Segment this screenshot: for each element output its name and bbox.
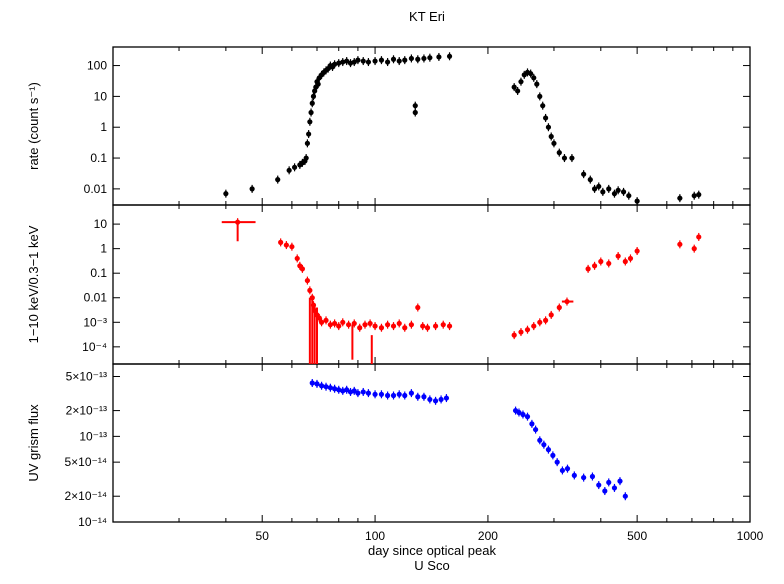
y-tick-label: 2×10⁻¹⁴ — [64, 489, 107, 503]
tick-layer: 50 100 200 500 1000 — [112, 47, 764, 543]
y-tick-label: 10⁻³ — [83, 315, 107, 329]
y-axis-label-hardness: 1−10 keV/0.3−1 keV — [26, 225, 41, 343]
hardness-panel: 10⁻⁴ 10⁻³ 0.01 0.1 1 10 1−10 keV/0.3−1 keV — [26, 217, 750, 364]
x-axis-label: day since optical peak — [368, 543, 496, 558]
x-tick-label: 50 — [256, 529, 270, 543]
y-tick-label: 10⁻¹⁴ — [78, 515, 107, 529]
uv-panel: 10⁻¹⁴ 2×10⁻¹⁴ 5×10⁻¹⁴ 10⁻¹³ 2×10⁻¹³ 5×10⁻¹³ UV… — [26, 370, 750, 529]
y-tick-label: 10 — [94, 89, 108, 103]
x-tick-label: 200 — [478, 529, 498, 543]
y-tick-label: 5×10⁻¹⁴ — [64, 455, 107, 469]
panel-frame-uv — [112, 363, 751, 523]
chart-title: KT Eri — [409, 9, 445, 24]
y-tick-label: 1 — [100, 120, 107, 134]
panel-frame-rate — [112, 46, 751, 206]
x-tick-label: 500 — [627, 529, 647, 543]
y-tick-label: 0.1 — [90, 266, 107, 280]
y-tick-label: 10⁻⁴ — [82, 340, 107, 354]
y-axis-label-uv: UV grism flux — [26, 404, 41, 482]
y-axis-label-rate: rate (count s⁻¹) — [26, 82, 41, 170]
panel-frame-hardness — [112, 204, 751, 365]
y-tick-label: 100 — [87, 59, 107, 73]
y-tick-label: 10⁻¹³ — [79, 429, 107, 443]
x-tick-label: 1000 — [737, 529, 764, 543]
x-tick-label: 100 — [365, 529, 385, 543]
y-tick-label: 2×10⁻¹³ — [66, 404, 107, 418]
y-tick-label: 0.01 — [84, 182, 108, 196]
y-tick-label: 5×10⁻¹³ — [66, 370, 107, 384]
y-tick-label: 0.1 — [90, 151, 107, 165]
y-tick-label: 10 — [94, 217, 108, 231]
y-tick-label: 1 — [100, 242, 107, 256]
x-axis-sublabel: U Sco — [414, 558, 449, 573]
y-tick-label: 0.01 — [84, 291, 108, 305]
rate-panel: 0.01 0.1 1 10 100 rate (count s⁻¹) — [26, 52, 750, 206]
